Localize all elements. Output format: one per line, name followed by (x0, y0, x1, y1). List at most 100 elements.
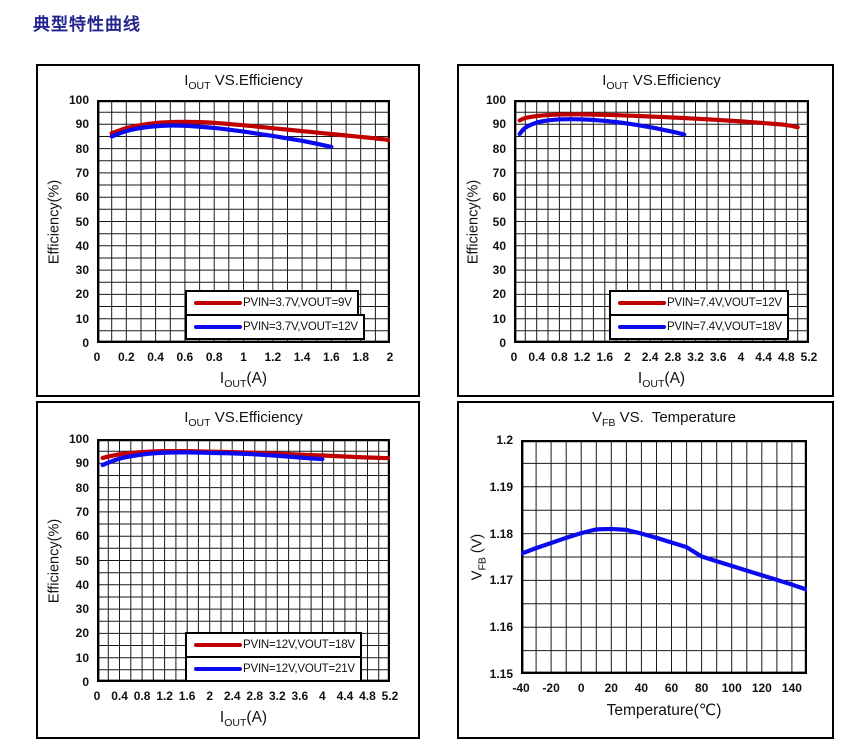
y-tick-label: 30 (492, 263, 506, 278)
chart-panel-efficiency-pvin3v7: IOUT VS.Efficiency Efficiency(%) IOUT(A)… (36, 64, 420, 397)
y-tick-label: 1.15 (489, 667, 513, 681)
xlabel-text: (A) (246, 370, 268, 387)
y-tick-label: 50 (75, 214, 89, 229)
y-tick-label: 1.17 (489, 573, 513, 588)
y-tick-label: 100 (68, 93, 89, 107)
legend-label: PVIN=3.7V,VOUT=9V (243, 297, 352, 309)
title-text: VS.Efficiency (210, 409, 303, 426)
x-tick-label: 4 (319, 689, 326, 703)
x-tick-label: 1 (240, 350, 247, 364)
title-text: I (184, 72, 189, 89)
x-tick-label: 0.4 (147, 350, 164, 364)
x-tick-label: 1.4 (293, 350, 311, 364)
y-tick-label: 80 (75, 480, 89, 495)
y-tick-label: 0 (499, 336, 506, 350)
y-tick-label: 30 (75, 602, 89, 617)
x-tick-label: 2.4 (641, 350, 659, 364)
legend-item: PVIN=3.7V,VOUT=9V (185, 290, 359, 316)
x-tick-label: 0 (93, 350, 101, 364)
x-tick-label: 3.2 (268, 689, 286, 703)
y-tick-label: 60 (75, 190, 89, 205)
y-tick-label: 100 (68, 432, 89, 446)
legend-label: PVIN=12V,VOUT=18V (243, 639, 355, 651)
y-tick-label: 0 (82, 336, 89, 350)
series-curve-1 (517, 117, 687, 137)
chart-plot-svg (518, 439, 810, 675)
xlabel-text: Temperature(℃) (606, 702, 722, 719)
legend-item: PVIN=7.4V,VOUT=18V (609, 314, 789, 340)
y-tick-label: 0 (82, 675, 89, 689)
plot-area (518, 439, 810, 675)
x-tick-label: 1.8 (352, 350, 370, 364)
x-tick-label: 120 (751, 681, 772, 695)
legend-item: PVIN=12V,VOUT=18V (185, 632, 362, 658)
x-tick-label: 5.2 (381, 689, 399, 703)
x-tick-label: 1.2 (573, 350, 591, 364)
chart-title: IOUT VS.Efficiency (494, 72, 829, 92)
y-tick-label: 10 (75, 311, 89, 326)
y-tick-label: 90 (75, 117, 89, 132)
y-tick-label: 80 (75, 141, 89, 156)
title-subscript: OUT (188, 80, 211, 92)
title-subscript: FB (601, 417, 616, 429)
x-tick-label: 80 (694, 681, 709, 695)
y-tick-label: 20 (75, 626, 89, 641)
title-text: V (591, 409, 602, 426)
legend-label: PVIN=7.4V,VOUT=18V (667, 321, 782, 333)
y-tick-label: 70 (75, 504, 89, 519)
legend: PVIN=7.4V,VOUT=12V PVIN=7.4V,VOUT=18V (609, 290, 789, 340)
title-text: VS. Temperature (615, 409, 737, 426)
x-axis-label: IOUT(A) (97, 709, 390, 729)
chart-title: VFB VS. Temperature (501, 409, 827, 429)
y-tick-label: 50 (75, 553, 89, 568)
x-tick-label: 2 (624, 350, 631, 364)
x-tick-label: 0 (510, 350, 518, 364)
x-tick-label: 3.6 (291, 689, 309, 703)
x-tick-label: 0 (577, 681, 585, 695)
chart-panel-efficiency-pvin7v4: IOUT VS.Efficiency Efficiency(%) IOUT(A)… (457, 64, 834, 397)
chart-title: IOUT VS.Efficiency (77, 72, 410, 92)
y-tick-label: 100 (485, 93, 506, 107)
legend-item: PVIN=7.4V,VOUT=12V (609, 290, 789, 316)
x-tick-label: 20 (604, 681, 618, 695)
x-tick-label: 5.2 (800, 350, 818, 364)
ylabel-subscript: FB (476, 557, 489, 571)
x-tick-label: 2 (386, 350, 394, 364)
y-tick-label: 70 (75, 165, 89, 180)
x-axis-label: Temperature(℃) (521, 701, 807, 722)
x-tick-label: 1.2 (156, 689, 173, 703)
x-tick-label: -20 (542, 681, 560, 695)
title-text: I (602, 72, 607, 89)
y-tick-label: 20 (492, 287, 506, 302)
y-tick-label: 40 (75, 238, 89, 253)
xlabel-subscript: OUT (642, 378, 665, 391)
x-tick-label: 0.4 (528, 350, 546, 364)
x-tick-label: 2 (206, 689, 214, 703)
chart-plot-svg (96, 438, 393, 683)
x-tick-label: 1.6 (596, 350, 614, 364)
xlabel-subscript: OUT (224, 717, 247, 730)
legend-label: PVIN=3.7V,VOUT=12V (243, 321, 358, 333)
x-tick-label: 2.8 (664, 350, 682, 364)
y-tick-label: 90 (492, 117, 506, 132)
x-tick-label: 0.8 (551, 350, 568, 364)
x-tick-label: 0.2 (117, 350, 135, 364)
series-curve-0 (517, 112, 800, 130)
legend-item: PVIN=12V,VOUT=21V (185, 656, 362, 682)
y-tick-label: 40 (75, 577, 89, 592)
x-tick-label: 4.4 (336, 689, 354, 703)
y-tick-label: 40 (492, 238, 506, 253)
series-curve-0 (109, 119, 393, 143)
y-tick-label: 60 (75, 529, 89, 544)
x-tick-label: 40 (634, 681, 649, 695)
axis-frame (96, 99, 391, 344)
title-text: VS.Efficiency (628, 72, 721, 89)
title-subscript: OUT (606, 80, 629, 92)
legend-line-swatch-red (618, 301, 666, 305)
y-tick-label: 20 (75, 287, 89, 302)
chart-panel-vfb-temperature: VFB VS. Temperature VFB (V) Temperature(… (457, 401, 834, 739)
x-tick-label: 4 (737, 350, 745, 364)
y-tick-label: 10 (75, 650, 89, 665)
x-tick-label: 100 (721, 681, 742, 695)
y-tick-label: 90 (75, 456, 89, 471)
